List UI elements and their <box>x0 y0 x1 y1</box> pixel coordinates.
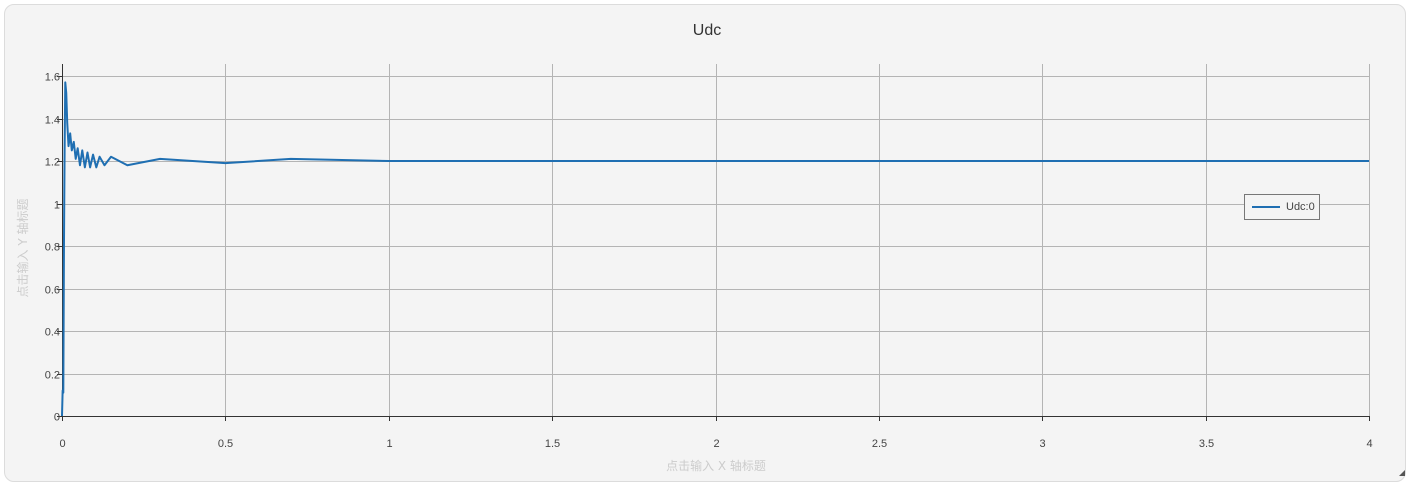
chart-title: Udc <box>692 22 722 39</box>
axes <box>57 64 1370 421</box>
x-tick-label: 0.5 <box>218 438 233 450</box>
y-tick-label: 1.6 <box>45 72 60 84</box>
y-tick-label: 1.2 <box>45 157 60 169</box>
x-tick-label: 1 <box>386 438 392 450</box>
legend[interactable]: Udc:0 <box>1244 194 1320 220</box>
y-tick-label: 1.4 <box>45 115 60 127</box>
y-tick-label: 0.2 <box>45 370 60 382</box>
y-tick-label: 0.8 <box>45 242 60 254</box>
x-tick-label: 4 <box>1366 438 1372 450</box>
x-tick-label: 3.5 <box>1199 438 1214 450</box>
y-tick-label: 1 <box>54 200 60 212</box>
series-layer <box>61 81 1369 417</box>
chart-panel <box>4 4 1406 482</box>
series-line-0[interactable] <box>61 81 1369 417</box>
x-tick-label: 0 <box>59 438 65 450</box>
y-axis-title[interactable]: 点击输入 Y 轴标题 <box>15 199 30 298</box>
x-tick-label: 2 <box>713 438 719 450</box>
y-tick-label: 0.4 <box>45 327 60 339</box>
x-axis-title[interactable]: 点击输入 X 轴标题 <box>666 458 766 473</box>
y-tick-label: 0.6 <box>45 285 60 297</box>
resize-grip-icon[interactable] <box>1399 470 1405 476</box>
legend-swatch <box>1252 206 1280 208</box>
x-tick-label: 3 <box>1039 438 1045 450</box>
grid-lines <box>62 64 1370 416</box>
tick-labels: 0 0.5 1 1.5 2 2.5 3 3.5 4 0 0.2 0.4 0.6 0.8 1 1.2 1.4 1.6 <box>45 72 1373 451</box>
x-tick-label: 2.5 <box>872 438 887 450</box>
legend-label: Udc:0 <box>1286 201 1315 213</box>
y-tick-label: 0 <box>54 412 60 424</box>
x-tick-label: 1.5 <box>545 438 560 450</box>
